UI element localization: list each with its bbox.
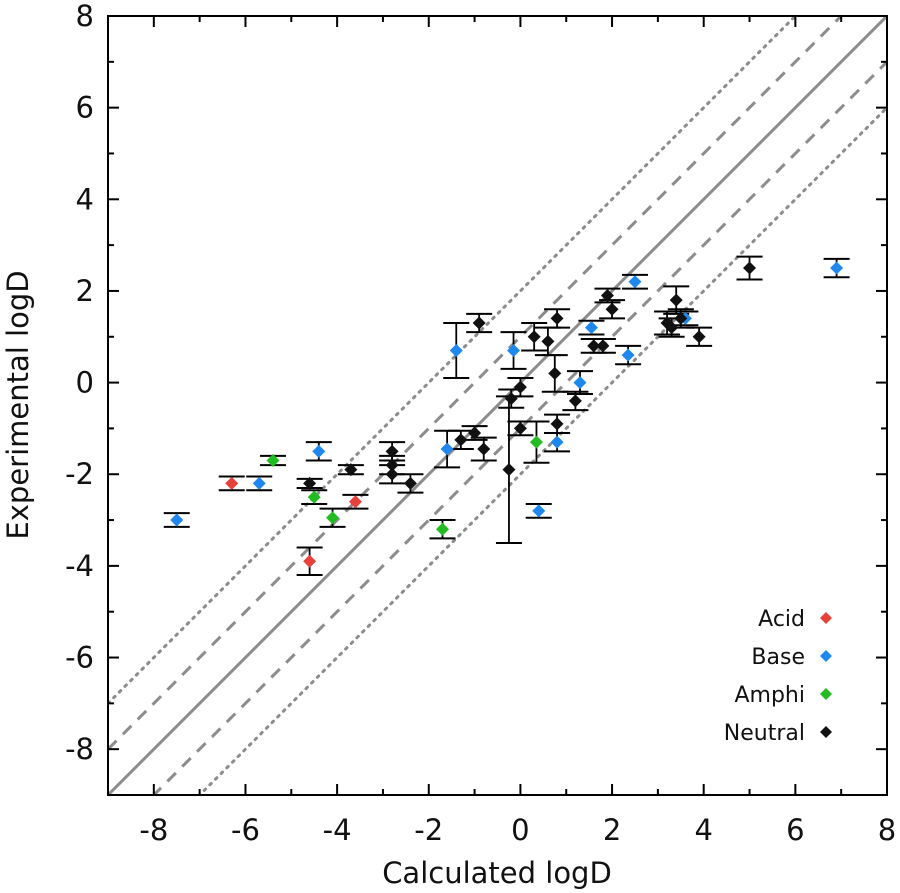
y-tick-label: -4 [65,549,94,583]
base-point [830,261,844,275]
neutral-point [504,392,518,406]
acid-point [225,476,239,490]
error-bars [163,255,850,577]
base-point [584,321,598,335]
y-tick-label: -2 [65,457,94,491]
axis-ticks [107,15,888,796]
y-tick-label: 4 [76,182,94,216]
neutral-point [454,433,468,447]
neutral-point [550,417,564,431]
reference-line-dotted [108,16,798,705]
base-point [312,444,326,458]
legend: Acid Base Amphi Neutral [724,607,832,746]
base-point [621,348,635,362]
base-point [628,275,642,289]
x-tick-label: -2 [414,813,443,847]
neutral-point [472,316,486,330]
reference-lines [108,16,887,795]
legend-marker-neutral [820,726,832,738]
neutral-point [468,426,482,440]
reference-line-dashed [151,60,887,795]
y-tick-label: 0 [76,366,94,400]
neutral-point [513,421,527,435]
x-tick-label: -4 [323,813,352,847]
legend-marker-amphi [820,688,832,700]
reference-line-dotted [197,106,887,795]
data-markers [170,261,844,568]
neutral-point [527,330,541,344]
amphi-point [436,522,450,536]
base-point [573,376,587,390]
neutral-point [344,463,358,477]
neutral-point [513,380,527,394]
acid-point [303,554,317,568]
x-tick-label: 4 [694,813,712,847]
acid-point [348,495,362,509]
x-axis-label: Calculated logD [382,856,612,890]
x-tick-label: -8 [139,813,168,847]
x-tick-label: -6 [231,813,260,847]
legend-label-neutral: Neutral [724,721,805,746]
x-tick-label: 6 [786,813,804,847]
neutral-point [568,394,582,408]
base-point [252,476,266,490]
neutral-point [403,476,417,490]
base-point [449,344,463,358]
neutral-point [502,463,516,477]
base-point [507,344,521,358]
y-tick-label: 2 [76,274,94,308]
y-tick-label: 6 [76,91,94,125]
neutral-point [587,339,601,353]
neutral-point [550,311,564,325]
base-point [440,442,454,456]
reference-line-solid [108,16,887,795]
x-tick-label: 8 [878,813,896,847]
y-tick-labels: 8 6 4 2 0 -2 -4 -6 -8 [65,0,94,766]
neutral-point [600,289,614,303]
amphi-point [326,511,340,525]
x-tick-label: 2 [603,813,621,847]
neutral-point [477,442,491,456]
legend-label-acid: Acid [758,607,805,632]
legend-marker-base [820,650,832,662]
amphi-point [266,453,280,467]
neutral-point [692,330,706,344]
legend-marker-acid [820,612,832,624]
legend-label-base: Base [751,645,805,670]
amphi-point [307,490,321,504]
base-point [170,513,184,527]
neutral-point [743,261,757,275]
legend-label-amphi: Amphi [734,683,805,708]
neutral-point [669,293,683,307]
x-tick-label: 0 [511,813,529,847]
base-point [532,504,546,518]
neutral-point [385,444,399,458]
neutral-point [385,467,399,481]
reference-line-dashed [108,16,844,751]
base-point [550,435,564,449]
x-tick-labels: -8 -6 -4 -2 0 2 4 6 8 [139,813,896,847]
y-tick-label: -8 [65,732,94,766]
amphi-point [529,435,543,449]
neutral-point [548,366,562,380]
neutral-point [303,476,317,490]
neutral-point [674,311,688,325]
neutral-point [605,302,619,316]
neutral-point [596,339,610,353]
y-tick-label: 8 [76,0,94,33]
neutral-point [385,458,399,472]
neutral-point [665,321,679,335]
neutral-point [541,334,555,348]
plot-frame [107,15,888,796]
y-axis-label: Experimental logD [1,270,35,539]
y-tick-label: -6 [65,641,94,675]
